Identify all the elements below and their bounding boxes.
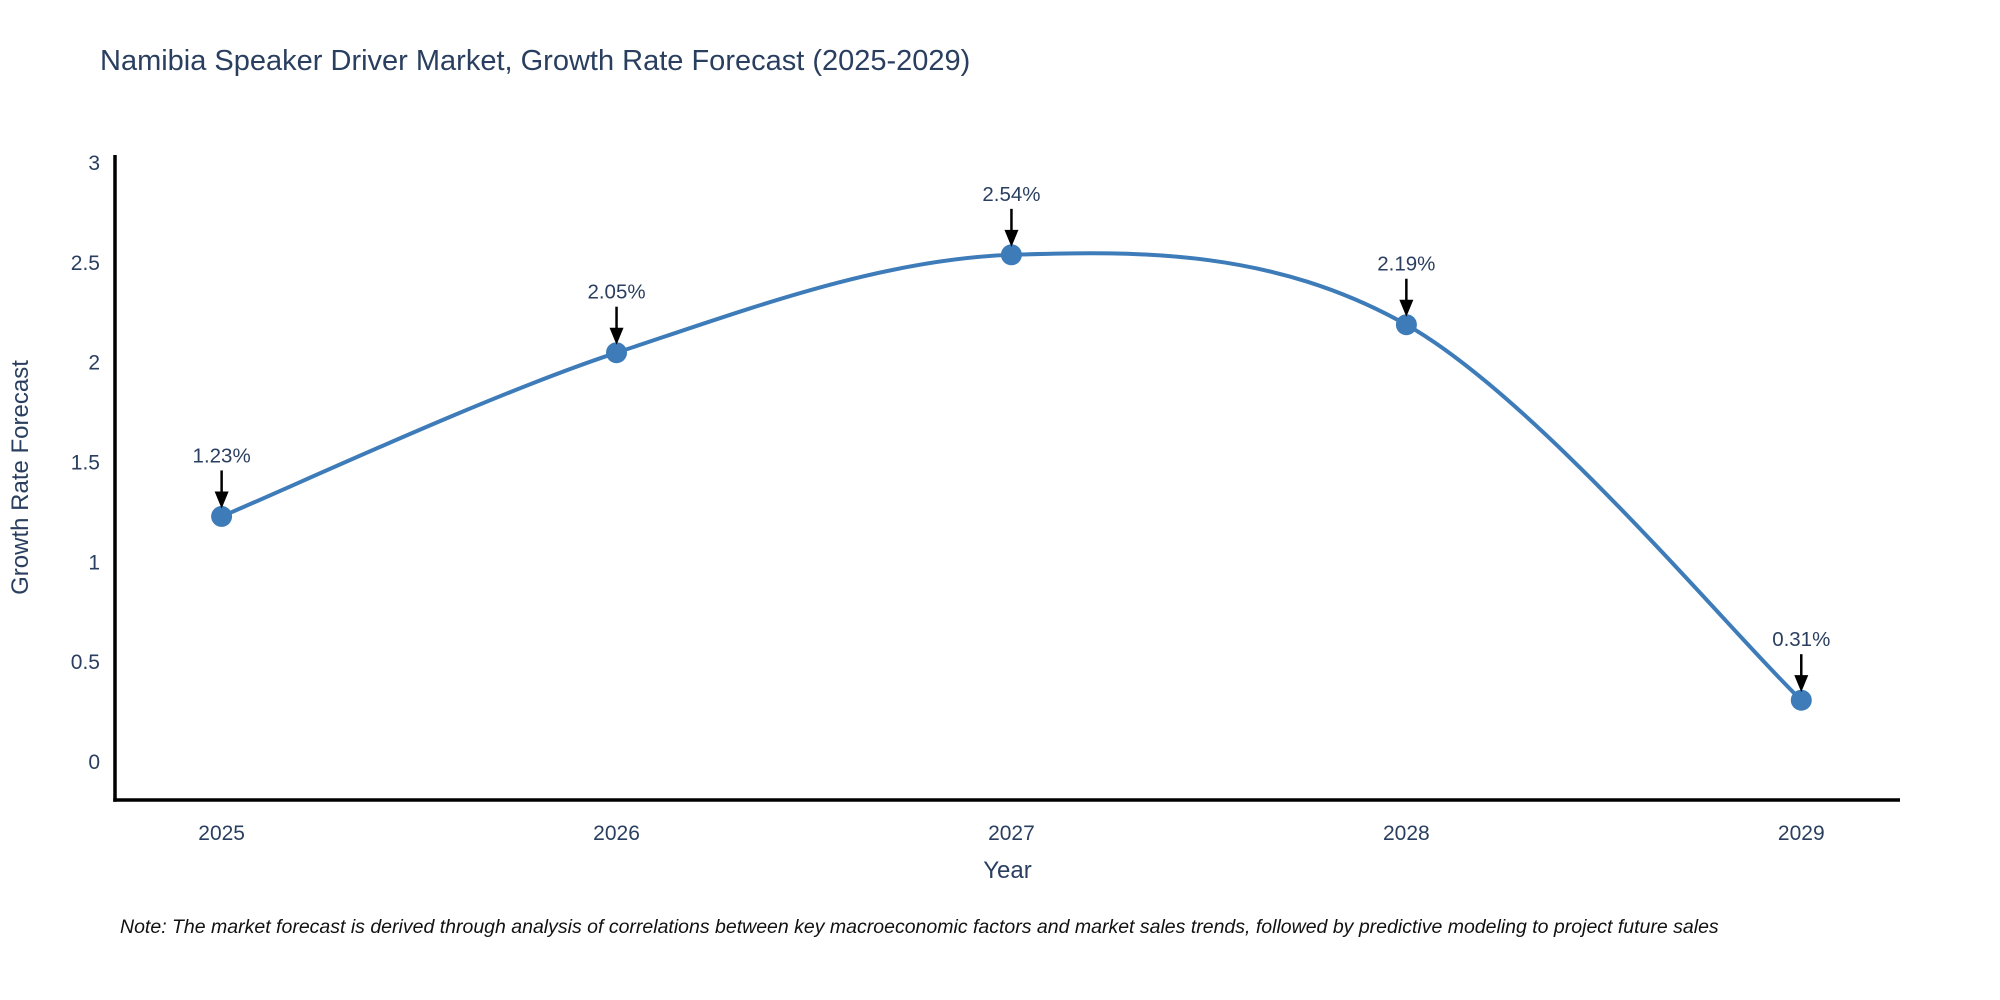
footnote: Note: The market forecast is derived thr…	[120, 916, 1719, 938]
annotation-arrowhead-icon	[1004, 229, 1019, 247]
annotation-arrowhead-icon	[214, 491, 229, 509]
y-tick-label: 1	[88, 551, 100, 574]
annotation-arrowhead-icon	[1399, 299, 1414, 317]
y-axis-title: Growth Rate Forecast	[7, 360, 34, 595]
y-tick-label: 0	[88, 751, 100, 774]
annotation-label: 0.31%	[1772, 628, 1830, 651]
x-tick-label: 2026	[593, 822, 640, 845]
annotation-label: 2.05%	[587, 281, 645, 304]
annotation-label: 2.54%	[982, 183, 1040, 206]
x-tick-label: 2029	[1778, 822, 1825, 845]
y-tick-label: 2	[88, 352, 100, 375]
data-point-marker[interactable]	[1790, 689, 1812, 711]
annotation-label: 1.23%	[193, 444, 251, 467]
annotation-arrowhead-icon	[609, 327, 624, 345]
x-tick-label: 2025	[198, 822, 245, 845]
data-point-marker[interactable]	[1395, 314, 1417, 336]
chart-title: Namibia Speaker Driver Market, Growth Ra…	[100, 45, 971, 77]
annotation-arrowhead-icon	[1794, 675, 1809, 693]
data-point-marker[interactable]	[211, 505, 233, 527]
data-point-marker[interactable]	[1000, 244, 1022, 266]
series-line	[219, 251, 1804, 703]
y-tick-label: 0.5	[71, 651, 100, 674]
data-point-marker[interactable]	[606, 342, 627, 364]
annotation-label: 2.19%	[1377, 253, 1435, 276]
x-tick-label: 2027	[988, 822, 1035, 845]
y-tick-label: 1.5	[71, 452, 100, 475]
y-tick-label: 2.5	[71, 252, 100, 275]
y-tick-label: 3	[88, 152, 100, 175]
x-axis-title: Year	[983, 857, 1032, 884]
x-tick-label: 2028	[1383, 822, 1430, 845]
